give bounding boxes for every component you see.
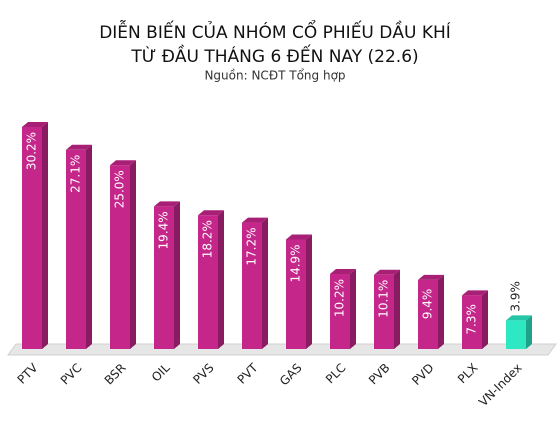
bar xyxy=(330,274,350,349)
bar-top xyxy=(242,217,268,223)
bar xyxy=(374,274,394,349)
bar-top xyxy=(374,269,400,275)
chart-title: TỪ ĐẦU THÁNG 6 ĐẾN NAY (22.6) xyxy=(130,43,418,67)
bar-side xyxy=(130,160,136,349)
bar xyxy=(462,295,482,349)
bar xyxy=(506,320,526,349)
bar-side xyxy=(86,144,92,349)
bar-top xyxy=(462,290,488,296)
value-label: 10.2% xyxy=(333,279,347,317)
x-tick-label: PVB xyxy=(366,361,393,388)
bar-top xyxy=(286,234,312,240)
value-label: 30.2% xyxy=(25,132,39,170)
chart-title: DIỄN BIẾN CỦA NHÓM CỔ PHIẾU DẦU KHÍ xyxy=(99,19,451,43)
bar-top xyxy=(22,122,48,127)
x-tick-label: PVT xyxy=(235,360,261,386)
bar-top xyxy=(198,210,224,216)
bar xyxy=(242,222,262,349)
bar xyxy=(154,206,174,349)
value-label: 27.1% xyxy=(69,155,83,193)
bar-side xyxy=(306,234,312,349)
value-label: 19.4% xyxy=(157,211,171,249)
value-label: 3.9% xyxy=(509,281,523,312)
x-tick-label: OIL xyxy=(149,360,173,384)
x-tick-label: PTV xyxy=(15,360,42,387)
bar-side xyxy=(526,315,532,349)
x-tick-label: PVD xyxy=(409,361,436,388)
bar-side xyxy=(350,269,356,349)
bar-side xyxy=(438,274,444,349)
value-label: 18.2% xyxy=(201,220,215,258)
x-tick-label: PVS xyxy=(190,361,216,387)
value-label: 25.0% xyxy=(113,170,127,208)
bar xyxy=(66,149,86,349)
bar-side xyxy=(42,122,48,349)
bar-top xyxy=(66,144,92,150)
x-tick-label: PLX xyxy=(455,361,481,387)
bar-top xyxy=(110,160,136,166)
x-tick-label: BSR xyxy=(102,361,129,388)
value-label: 9.4% xyxy=(421,289,435,320)
bar-side xyxy=(482,290,488,349)
bar xyxy=(22,127,42,349)
bar xyxy=(418,279,438,349)
value-label: 14.9% xyxy=(289,244,303,282)
bar-side xyxy=(262,217,268,349)
x-tick-label: PVC xyxy=(58,361,85,388)
bar-top xyxy=(418,274,444,280)
bar xyxy=(286,239,306,349)
x-tick-label: PLC xyxy=(323,361,349,387)
bar-side xyxy=(174,201,180,349)
bar-side xyxy=(394,269,400,349)
bar-side xyxy=(218,210,224,349)
x-tick-label: VN-Index xyxy=(476,361,524,409)
bar-top xyxy=(506,315,532,321)
bar xyxy=(110,165,130,349)
chart-subtitle: Nguồn: NCĐT Tổng hợp xyxy=(204,69,345,83)
x-tick-label: GAS xyxy=(277,361,305,389)
value-label: 10.1% xyxy=(377,280,391,318)
value-label: 17.2% xyxy=(245,228,259,266)
value-label: 7.3% xyxy=(465,304,479,335)
bar-top xyxy=(154,201,180,207)
bar-top xyxy=(330,269,356,275)
bar xyxy=(198,215,218,349)
